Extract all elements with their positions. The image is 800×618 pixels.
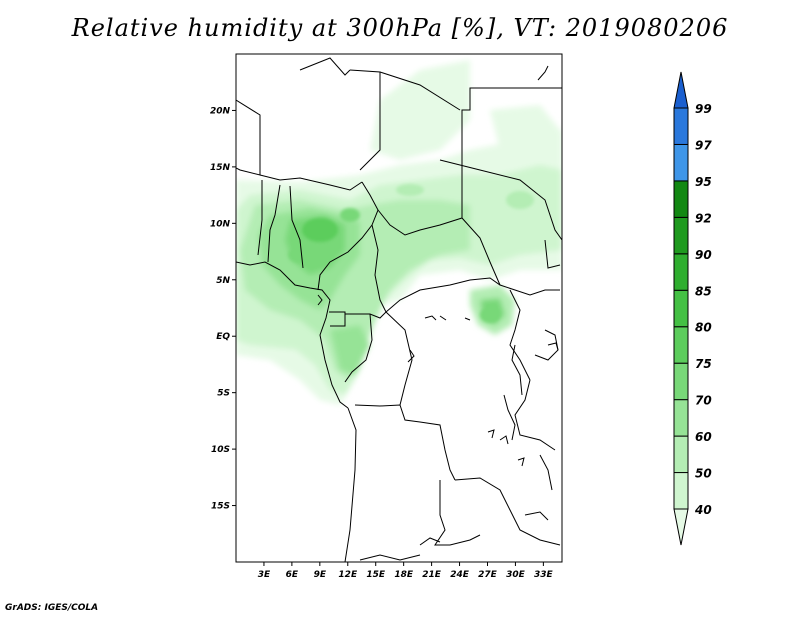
colorbar-segment <box>673 107 689 145</box>
longitude-axis: 3E 6E 9E 12E 15E 18E 21E 24E 27E 30E 33E <box>258 562 554 580</box>
colorbar-segment <box>673 399 689 437</box>
colorbar-label: 70 <box>695 394 712 408</box>
lon-tick-label: 33E <box>534 570 554 580</box>
colorbar-segment <box>673 326 689 364</box>
colorbar-segment <box>673 180 689 218</box>
lakes-outlines <box>317 294 559 467</box>
colorbar-label: 40 <box>694 503 712 517</box>
lon-tick-label: 21E <box>422 570 442 580</box>
lon-tick-label: 6E <box>286 570 299 580</box>
colorbar-segment <box>673 216 689 255</box>
colorbar-segment <box>673 143 689 182</box>
lon-tick-label: 15E <box>366 570 386 580</box>
colorbar: 40 50 60 70 75 80 85 90 92 95 97 99 <box>673 71 712 546</box>
lat-tick-label: 5N <box>216 276 230 286</box>
lon-tick-label: 18E <box>394 570 414 580</box>
colorbar-label: 99 <box>695 102 712 116</box>
colorbar-label: 92 <box>695 211 712 225</box>
humidity-field <box>236 60 562 405</box>
colorbar-lower-arrow <box>673 508 689 546</box>
lat-tick-label: 15N <box>210 163 231 173</box>
map-frame <box>235 53 563 563</box>
colorbar-segment <box>673 289 689 328</box>
colorbar-label: 60 <box>695 430 712 444</box>
colorbar-label: 97 <box>695 138 712 152</box>
lon-tick-label: 12E <box>338 570 358 580</box>
colorbar-label: 95 <box>695 175 712 189</box>
grads-credit: GrADS: IGES/COLA <box>5 603 99 613</box>
colorbar-segment <box>673 472 689 510</box>
colorbar-label: 75 <box>695 357 712 371</box>
colorbar-label: 80 <box>695 321 712 335</box>
lat-tick-label: 10N <box>210 219 231 229</box>
lon-tick-label: 9E <box>314 570 327 580</box>
lon-tick-label: 27E <box>478 570 498 580</box>
colorbar-upper-arrow <box>673 71 689 109</box>
colorbar-label: 85 <box>695 284 712 298</box>
lon-tick-label: 30E <box>506 570 526 580</box>
lat-tick-label: 5S <box>217 389 230 399</box>
country-borders <box>236 57 562 562</box>
lat-tick-label: EQ <box>216 332 230 342</box>
colorbar-segment <box>673 435 689 474</box>
lon-tick-label: 24E <box>450 570 470 580</box>
lon-tick-label: 3E <box>258 570 271 580</box>
map-title: Relative humidity at 300hPa [%], VT: 201… <box>71 14 729 42</box>
colorbar-segment <box>673 362 689 401</box>
latitude-axis: 20N 15N 10N 5N EQ 5S 10S 15S <box>210 106 236 512</box>
colorbar-segment <box>673 253 689 291</box>
colorbar-label: 50 <box>695 467 712 481</box>
colorbar-label: 90 <box>695 248 712 262</box>
lat-tick-label: 15S <box>211 502 230 512</box>
lat-tick-label: 10S <box>211 445 230 455</box>
lat-tick-label: 20N <box>210 106 231 116</box>
